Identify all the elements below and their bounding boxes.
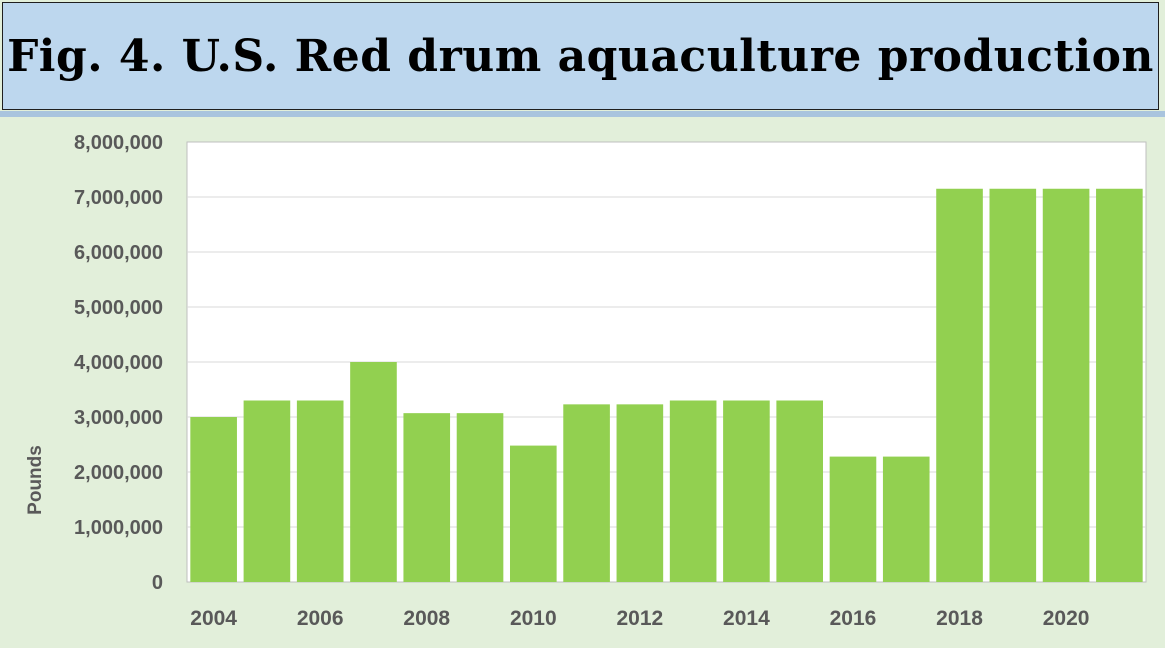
y-tick-label: 4,000,000 xyxy=(74,352,163,374)
y-tick-label: 8,000,000 xyxy=(74,132,163,154)
y-axis-label: Pounds xyxy=(25,445,46,515)
bars xyxy=(190,188,1143,582)
y-tick-label: 6,000,000 xyxy=(74,242,163,264)
bar-2013 xyxy=(669,400,717,582)
bar-2018 xyxy=(936,188,983,582)
bar-2014 xyxy=(723,400,770,582)
bar-2016 xyxy=(829,456,877,582)
x-tick-label: 2014 xyxy=(723,607,770,630)
x-tick-label: 2020 xyxy=(1043,607,1090,630)
bar-2010 xyxy=(509,445,557,582)
x-tick-label: 2018 xyxy=(936,607,983,630)
chart-title: Fig. 4. U.S. Red drum aquaculture produc… xyxy=(7,30,1154,82)
x-tick-label: 2016 xyxy=(830,607,877,630)
bar-2015 xyxy=(776,400,824,582)
bar-2012 xyxy=(616,404,664,582)
bar-2019 xyxy=(989,188,1037,582)
x-tick-label: 2004 xyxy=(190,607,237,630)
chart-area: 0 1,000,000 2,000,000 3,000,000 4,000,000 5,0… xyxy=(0,117,1165,643)
title-divider xyxy=(0,111,1165,117)
x-tick-label: 2008 xyxy=(403,607,450,630)
bar-2021 xyxy=(1096,188,1143,582)
bar-2004 xyxy=(190,417,237,582)
bar-2007 xyxy=(350,362,397,582)
y-tick-label: 7,000,000 xyxy=(74,187,163,209)
bar-2011 xyxy=(563,404,610,582)
x-tick-label: 2006 xyxy=(297,607,344,630)
x-tick-labels: 2004 2006 2008 2010 2012 2014 2016 2018 2020 xyxy=(190,607,1089,630)
bar-2008 xyxy=(403,413,451,582)
x-tick-label: 2010 xyxy=(510,607,557,630)
y-tick-labels: 0 1,000,000 2,000,000 3,000,000 4,000,000 5,0… xyxy=(74,132,163,594)
title-box: Fig. 4. U.S. Red drum aquaculture produc… xyxy=(2,2,1159,110)
bar-2020 xyxy=(1042,188,1090,582)
bar-chart: 0 1,000,000 2,000,000 3,000,000 4,000,000 5,0… xyxy=(25,132,1147,630)
bar-2005 xyxy=(243,400,291,582)
y-tick-label: 1,000,000 xyxy=(74,517,163,539)
bar-2017 xyxy=(882,456,930,582)
y-tick-label: 0 xyxy=(152,572,163,594)
bar-2006 xyxy=(296,400,344,582)
y-tick-label: 3,000,000 xyxy=(74,407,163,429)
y-tick-label: 2,000,000 xyxy=(74,462,163,484)
y-tick-label: 5,000,000 xyxy=(74,297,163,319)
x-tick-label: 2012 xyxy=(617,607,664,630)
bar-2009 xyxy=(456,413,504,582)
gridlines xyxy=(187,196,1146,528)
